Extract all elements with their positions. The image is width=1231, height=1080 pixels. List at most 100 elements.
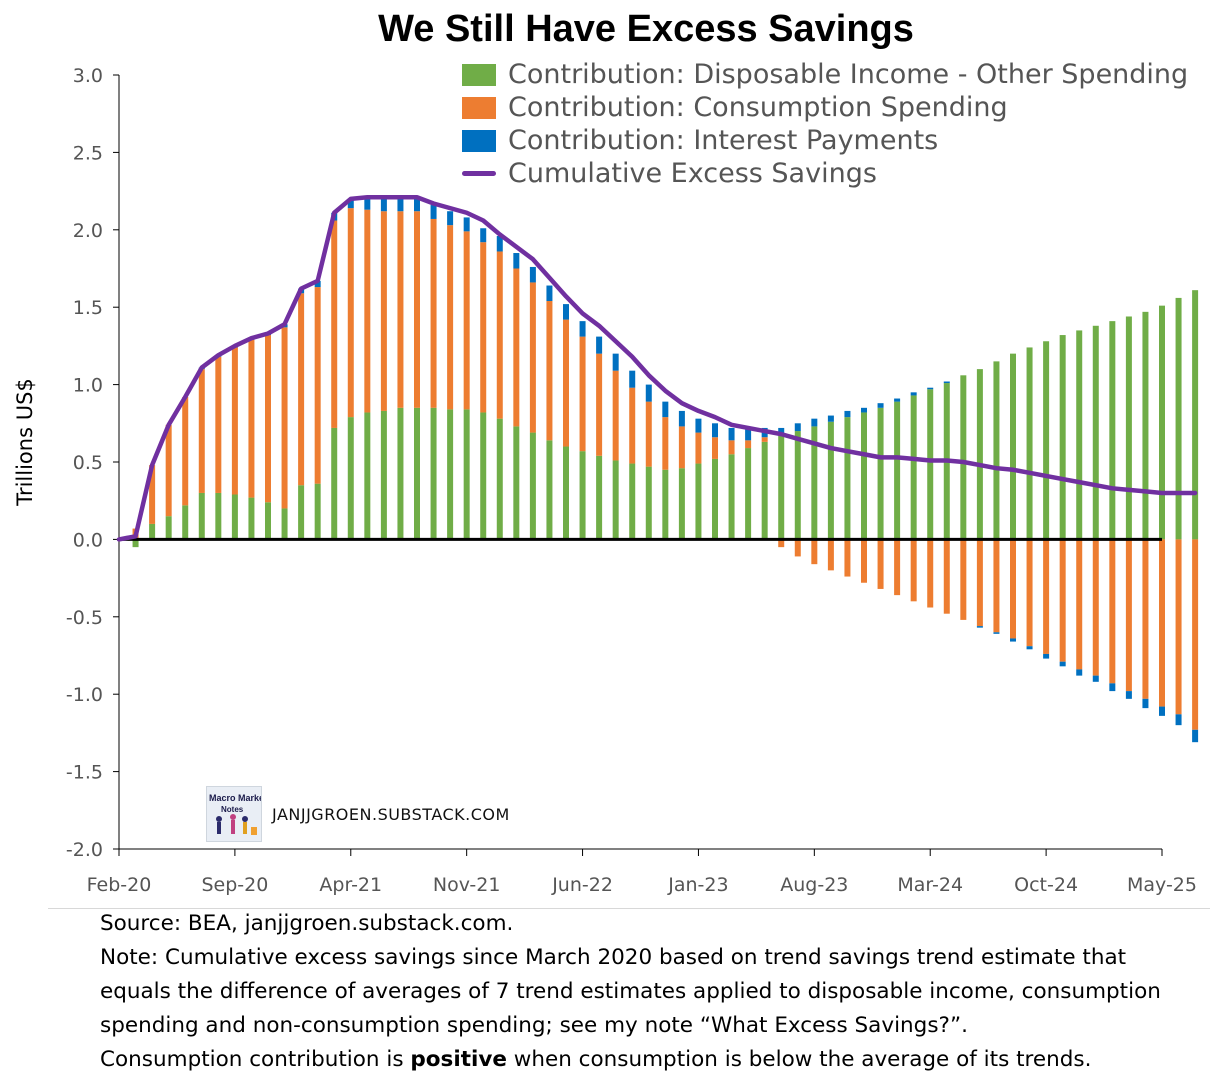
bar-interest (943, 381, 950, 384)
bar-consumption (960, 539, 967, 620)
bar-disposable-income (198, 492, 205, 540)
bar-disposable-income (794, 431, 801, 540)
bar-interest (678, 410, 685, 427)
bar-disposable-income (1059, 335, 1066, 540)
bar-interest (579, 321, 586, 337)
legend-item-consumption: Contribution: Consumption Spending (462, 91, 1188, 124)
legend-item-interest: Contribution: Interest Payments (462, 124, 1188, 157)
bar-consumption (1142, 539, 1149, 699)
x-tick-label: Nov-21 (433, 874, 501, 896)
x-tick-label: Feb-20 (87, 874, 152, 896)
bar-disposable-income (894, 401, 901, 540)
bar-consumption (811, 539, 818, 565)
x-tick-label: May-25 (1127, 874, 1197, 896)
bar-interest (778, 427, 785, 436)
bar-interest (414, 197, 420, 212)
divider (48, 908, 1210, 909)
bar-consumption (298, 293, 305, 486)
x-tick-label: Apr-21 (319, 874, 382, 896)
bar-consumption (761, 437, 768, 442)
bar-consumption (778, 539, 785, 548)
bar-consumption (910, 539, 917, 602)
bar-disposable-income (182, 505, 189, 540)
bar-consumption (414, 211, 420, 408)
bar-interest (645, 384, 652, 402)
bar-consumption (678, 426, 685, 469)
bar-consumption (347, 208, 354, 418)
bar-disposable-income (827, 421, 834, 540)
bar-interest (844, 410, 851, 418)
bar-disposable-income (1159, 305, 1165, 540)
bar-consumption (563, 319, 569, 447)
bar-disposable-income (861, 412, 867, 540)
bar-disposable-income (877, 407, 884, 540)
bar-disposable-income (231, 494, 238, 540)
bar-disposable-income (993, 361, 1000, 540)
bar-consumption (645, 401, 652, 467)
legend: Contribution: Disposable Income - Other … (462, 58, 1188, 190)
bar-disposable-income (712, 458, 718, 540)
bar-disposable-income (546, 440, 553, 540)
bar-interest (712, 423, 718, 438)
note-line: Consumption contribution is positive whe… (100, 1043, 1225, 1077)
bar-disposable-income (298, 485, 305, 540)
bar-interest (430, 205, 437, 219)
bar-consumption (844, 539, 851, 577)
bar-consumption (794, 539, 801, 557)
bar-consumption (1175, 539, 1182, 715)
bar-interest (347, 198, 354, 209)
note-line: equals the difference of averages of 7 t… (100, 979, 1161, 1004)
bar-interest (910, 392, 917, 396)
y-tick-label: 1.0 (73, 375, 103, 397)
bar-interest (976, 626, 983, 628)
bar-consumption (496, 251, 503, 419)
bar-disposable-income (761, 441, 768, 540)
bar-interest (745, 429, 752, 441)
y-tick-label: 0.5 (73, 452, 103, 474)
bar-consumption (182, 396, 189, 506)
bar-disposable-income (529, 432, 536, 540)
note-emphasis: positive (410, 1047, 507, 1072)
bar-consumption (712, 437, 718, 459)
bar-interest (1092, 675, 1099, 682)
legend-label: Contribution: Disposable Income - Other … (508, 59, 1189, 90)
bar-interest (993, 632, 1000, 634)
bar-interest (314, 280, 321, 288)
x-tick-label: Jun-22 (551, 874, 613, 896)
bar-consumption (1092, 539, 1099, 676)
legend-swatch-blue (462, 129, 496, 152)
bar-interest (1159, 706, 1165, 716)
bar-disposable-income (513, 426, 520, 540)
note-text: Consumption contribution is (100, 1047, 411, 1072)
bar-interest (662, 401, 669, 418)
bar-interest (1175, 714, 1182, 726)
legend-label: Cumulative Excess Savings (508, 158, 877, 189)
watermark-text: JANJJGROEN.SUBSTACK.COM (272, 805, 510, 824)
bar-interest (728, 427, 735, 441)
bar-consumption (745, 440, 752, 449)
bar-consumption (861, 539, 867, 583)
bar-consumption (546, 301, 553, 441)
bar-disposable-income (1125, 316, 1132, 540)
bar-interest (927, 387, 934, 390)
bar-disposable-income (1043, 341, 1050, 540)
bar-consumption (165, 424, 172, 517)
bar-disposable-income (132, 539, 139, 548)
bar-interest (811, 418, 818, 427)
bar-disposable-income (496, 418, 503, 540)
bar-consumption (1010, 539, 1016, 639)
cumulative-excess-savings-line (116, 195, 1198, 542)
source-line: Source: BEA, janjjgroen.substack.com. (100, 911, 514, 936)
bar-interest (546, 285, 553, 302)
bar-disposable-income (314, 483, 321, 540)
bar-interest (877, 403, 884, 408)
x-tick-label: Aug-23 (780, 874, 848, 896)
line-layer (116, 195, 1198, 542)
bar-interest (1142, 698, 1149, 709)
note-line: spending and non-consumption spending; s… (100, 1013, 968, 1038)
bar-disposable-income (1142, 311, 1149, 540)
y-tick-label: 1.5 (73, 297, 103, 319)
bar-consumption (927, 539, 934, 608)
bar-consumption (463, 231, 470, 410)
legend-item-cumulative: Cumulative Excess Savings (462, 157, 1188, 190)
